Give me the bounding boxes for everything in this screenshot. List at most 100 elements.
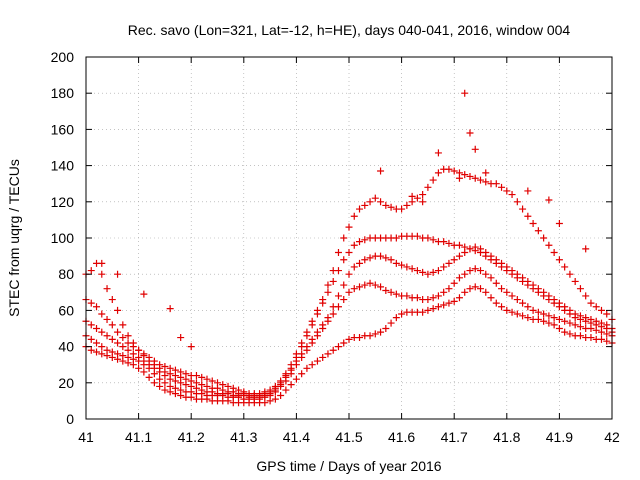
data-point <box>298 339 306 347</box>
data-point <box>477 267 484 275</box>
data-point <box>566 330 574 338</box>
data-point <box>140 350 148 358</box>
data-point <box>419 268 427 276</box>
y-tick-label: 120 <box>51 194 75 210</box>
data-point <box>403 201 411 209</box>
data-point <box>576 285 584 293</box>
data-point <box>166 305 174 313</box>
data-point <box>450 279 458 287</box>
data-point <box>471 265 479 273</box>
data-point <box>340 296 348 304</box>
data-point <box>413 194 421 202</box>
data-point <box>597 306 605 314</box>
x-tick-label: 41.3 <box>230 429 257 445</box>
data-point <box>124 346 132 354</box>
data-point <box>424 306 432 314</box>
data-point <box>529 285 537 293</box>
data-point <box>334 292 342 300</box>
data-point <box>150 357 158 365</box>
y-tick-label: 100 <box>51 230 75 246</box>
data-point <box>313 306 321 314</box>
data-point <box>334 343 342 351</box>
data-point <box>445 299 453 307</box>
data-point <box>103 315 111 323</box>
data-point <box>455 241 463 249</box>
data-point <box>340 339 348 347</box>
data-point <box>519 312 527 320</box>
data-point <box>377 198 385 206</box>
data-point <box>455 274 463 282</box>
data-point <box>93 339 101 347</box>
data-point <box>345 223 353 231</box>
data-point <box>477 176 484 184</box>
x-tick-label: 41 <box>78 429 94 445</box>
data-point <box>513 310 521 318</box>
data-point <box>377 252 385 260</box>
data-point <box>108 321 116 329</box>
data-point <box>87 299 95 307</box>
data-point <box>461 243 469 251</box>
data-point <box>398 205 406 213</box>
data-point <box>534 315 542 323</box>
data-point <box>93 303 101 311</box>
data-point <box>140 368 148 376</box>
data-point <box>587 319 595 327</box>
data-point <box>503 267 511 275</box>
data-point <box>366 254 374 262</box>
data-point <box>566 319 574 327</box>
data-point <box>534 308 542 316</box>
data-point <box>571 277 579 285</box>
data-point <box>350 285 358 293</box>
x-tick-label: 41.7 <box>441 429 468 445</box>
data-point <box>603 310 611 318</box>
data-point <box>108 335 116 343</box>
data-point <box>261 388 269 396</box>
data-point <box>403 292 411 300</box>
data-point <box>508 308 516 316</box>
data-point <box>340 256 348 264</box>
data-point <box>576 323 584 331</box>
data-point <box>271 395 279 403</box>
data-point <box>566 310 574 318</box>
data-point <box>392 234 400 242</box>
data-point <box>256 390 264 398</box>
data-point <box>571 321 579 329</box>
data-point <box>382 254 390 262</box>
data-point <box>482 178 490 186</box>
data-point <box>334 248 342 256</box>
data-point <box>108 348 116 356</box>
data-point <box>298 370 306 378</box>
data-point <box>114 339 122 347</box>
data-point <box>413 294 421 302</box>
data-point <box>419 308 427 316</box>
data-point <box>545 296 553 304</box>
data-point <box>114 328 122 336</box>
data-point <box>555 315 563 323</box>
data-point <box>319 321 327 329</box>
data-point <box>492 299 500 307</box>
data-point <box>119 334 127 342</box>
x-tick-label: 41.8 <box>493 429 520 445</box>
data-point <box>508 292 516 300</box>
data-point <box>282 370 290 378</box>
data-point <box>319 296 327 304</box>
data-point <box>371 194 379 202</box>
data-point <box>482 252 490 260</box>
data-point <box>398 261 406 269</box>
data-point <box>387 288 395 296</box>
data-point <box>466 285 474 293</box>
data-point <box>561 328 569 336</box>
data-point <box>582 292 590 300</box>
data-point <box>513 274 521 282</box>
data-point <box>561 263 569 271</box>
data-point <box>408 192 416 200</box>
data-point <box>150 379 158 387</box>
data-point <box>524 314 532 322</box>
data-point <box>434 267 442 275</box>
data-point <box>492 180 500 188</box>
data-point <box>392 290 400 298</box>
data-point <box>377 328 385 336</box>
data-point <box>540 234 548 242</box>
data-point <box>466 267 474 275</box>
data-point <box>87 346 95 354</box>
